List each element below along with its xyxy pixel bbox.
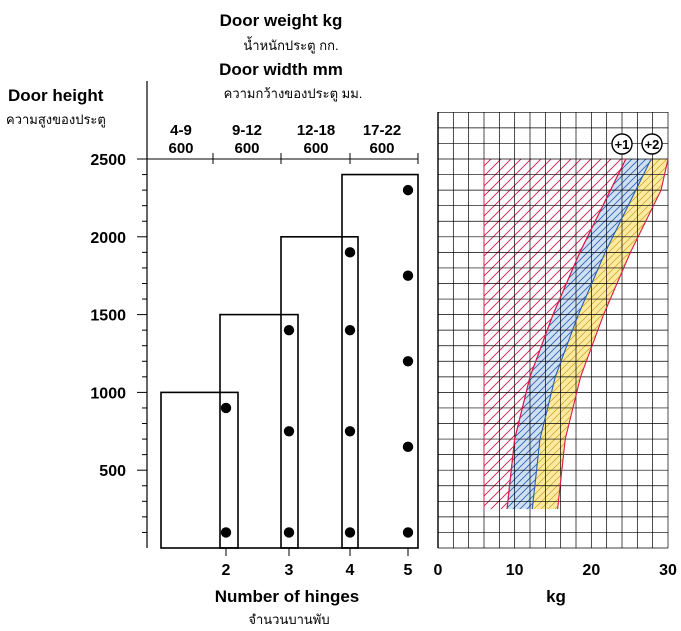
kg-tick-label: 10 <box>506 562 524 579</box>
category-weight-label: 17-22 <box>363 122 401 139</box>
category-weight-label: 9-12 <box>232 122 262 139</box>
y-tick-label: 500 <box>99 463 126 480</box>
kg-tick-label: 0 <box>434 562 443 579</box>
hinge-dot <box>344 247 356 258</box>
x-tick-label: 4 <box>346 562 355 579</box>
x-tick-label: 2 <box>222 562 231 579</box>
hinge-dot <box>344 527 356 538</box>
y-tick-label: 1000 <box>90 385 126 402</box>
y-tick-label: 2500 <box>90 152 126 169</box>
y-tick-label: 1500 <box>90 308 126 325</box>
kg-tick-label: 30 <box>659 562 677 579</box>
door-box <box>341 173 419 549</box>
category-headers: 4-9 600 9-12 600 12-18 600 17-22 600 <box>168 122 401 157</box>
band-label-circle <box>611 133 633 155</box>
x-tick-label: 3 <box>285 562 294 579</box>
category-weight-label: 4-9 <box>170 122 192 139</box>
region-plus1 <box>507 159 652 510</box>
hinge-dot <box>402 184 414 196</box>
x-tick-label: 5 <box>404 562 413 579</box>
hinge-dot <box>220 527 232 538</box>
y-tick-label: 2000 <box>90 230 126 247</box>
category-weight-label: 12-18 <box>297 122 335 139</box>
x-axis-title: Number of hinges <box>215 587 360 606</box>
hinge-count-chart: 500 1000 1500 2000 2500 2 3 4 5 <box>90 81 419 579</box>
title-thai: น้ำหนักประตู กก. <box>243 36 338 54</box>
hinge-dot <box>220 402 232 414</box>
x-axis-title-thai: จำนวนบานพับ <box>248 612 329 627</box>
door-box <box>160 391 239 549</box>
hinge-dot <box>344 426 356 437</box>
category-width-label: 600 <box>303 140 328 157</box>
category-width-label: 600 <box>168 140 193 157</box>
title: Door weight kg <box>220 11 343 30</box>
region-plus2 <box>532 159 668 510</box>
region-boundary <box>506 158 627 510</box>
y-axis-title-thai: ความสูงของประตู <box>6 112 106 128</box>
hinge-dot <box>283 324 295 336</box>
kg-tick-label: 20 <box>582 562 600 579</box>
subtitle-thai: ความกว้างของประตู มม. <box>224 86 363 102</box>
y-axis-title: Door height <box>8 86 104 105</box>
door-box <box>280 236 359 549</box>
door-box <box>219 313 299 549</box>
hinge-dot <box>344 324 356 336</box>
category-width-label: 600 <box>369 140 394 157</box>
hinge-dot <box>283 426 295 437</box>
hinge-dot <box>402 356 414 367</box>
region-plus2-right-edge <box>557 158 669 510</box>
hinge-dot <box>402 527 414 538</box>
band-label: +1 <box>615 137 630 152</box>
hinge-dot <box>283 527 295 538</box>
category-width-label: 600 <box>234 140 259 157</box>
hinge-dot <box>402 441 414 453</box>
subtitle: Door width mm <box>219 60 343 79</box>
kg-axis-title: kg <box>546 587 566 606</box>
hinge-dot <box>402 270 414 281</box>
region-plus1-right-edge <box>531 158 652 510</box>
band-label: +2 <box>645 137 660 152</box>
band-label-circle <box>641 133 663 155</box>
weight-chart: +1 +2 0 10 20 30 <box>434 111 677 579</box>
region-base <box>484 159 626 510</box>
